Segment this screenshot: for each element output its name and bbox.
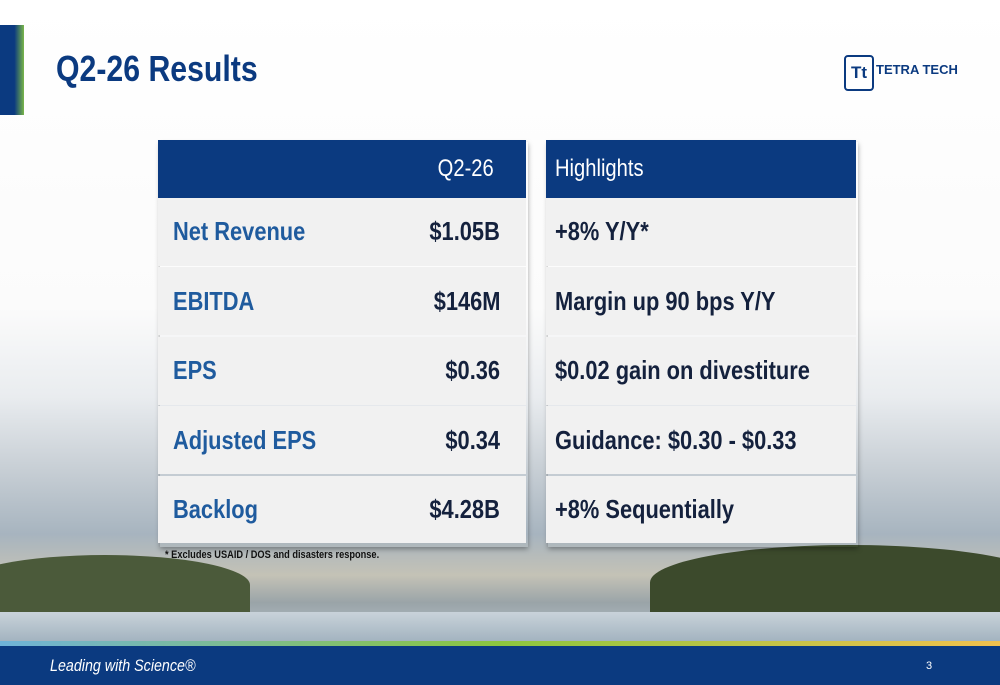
water xyxy=(0,612,1000,644)
row-label: Backlog xyxy=(173,494,258,525)
accent-bar xyxy=(0,25,24,115)
tagline-text: Leading with Science® xyxy=(50,656,196,675)
table-row: Adjusted EPS $0.34 xyxy=(158,406,526,475)
tagline: Leading with Science® xyxy=(50,656,223,676)
row-value: $146M xyxy=(433,285,500,316)
footnote-text: * Excludes USAID / DOS and disasters res… xyxy=(165,549,380,561)
row-label: EPS xyxy=(173,355,217,386)
table-row: Net Revenue $1.05B xyxy=(158,198,526,266)
title-text: Q2-26 Results xyxy=(56,48,258,89)
row-value: $1.05B xyxy=(429,216,500,247)
row-label: EBITDA xyxy=(173,285,255,316)
highlight-text: $0.02 gain on divestiture xyxy=(555,355,810,386)
table-row: EBITDA $146M xyxy=(158,267,526,336)
scenery xyxy=(0,555,250,615)
highlight-text: Guidance: $0.30 - $0.33 xyxy=(555,424,797,455)
logo-name: TETRA TECH xyxy=(876,62,958,77)
highlight-row: +8% Y/Y* xyxy=(546,198,856,266)
title: Q2-26 Results xyxy=(56,48,296,90)
highlight-row: $0.02 gain on divestiture xyxy=(546,336,856,405)
row-value: $0.34 xyxy=(445,424,500,455)
footer-bar xyxy=(0,646,1000,685)
table-row: Backlog $4.28B xyxy=(158,475,526,544)
highlight-row: Guidance: $0.30 - $0.33 xyxy=(546,406,856,475)
scenery xyxy=(650,545,1000,620)
footnote: * Excludes USAID / DOS and disasters res… xyxy=(165,549,420,561)
row-label: Net Revenue xyxy=(173,216,306,247)
highlight-row: +8% Sequentially xyxy=(546,475,856,544)
table-row: EPS $0.36 xyxy=(158,336,526,405)
row-value: $4.28B xyxy=(429,494,500,525)
highlight-row: Margin up 90 bps Y/Y xyxy=(546,267,856,336)
table-header: Q2-26 xyxy=(158,140,526,198)
row-value: $0.36 xyxy=(445,355,500,386)
highlights-title: Highlights xyxy=(555,155,644,182)
column-header: Q2-26 xyxy=(437,155,494,182)
highlight-text: +8% Sequentially xyxy=(555,494,735,525)
row-label: Adjusted EPS xyxy=(173,424,317,455)
accent-stripe xyxy=(0,641,1000,646)
highlight-text: Margin up 90 bps Y/Y xyxy=(555,285,776,316)
logo-mark: Tt xyxy=(844,55,874,91)
highlights-header: Highlights xyxy=(546,140,856,198)
page-number: 3 xyxy=(926,660,933,672)
highlight-text: +8% Y/Y* xyxy=(555,216,649,247)
